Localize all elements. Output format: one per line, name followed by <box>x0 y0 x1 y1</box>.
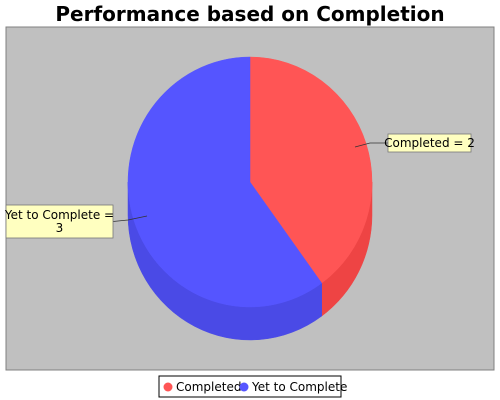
pie-group <box>127 56 373 341</box>
pie-slice-completed <box>249 56 373 284</box>
legend-label-yet-to-complete: Yet to Complete <box>251 380 347 394</box>
legend-label-completed: Completed <box>176 380 241 394</box>
legend-swatch-yet-to-complete <box>239 382 249 392</box>
legend-swatch-completed <box>163 382 173 392</box>
legend: Completed Yet to Complete <box>158 375 347 398</box>
slice-label-yet-to-complete-line-1: Yet to Complete = <box>4 208 114 222</box>
chart-title: Performance based on Completion <box>55 2 444 26</box>
slice-labels: Completed = 2 Yet to Complete =3 <box>4 133 475 239</box>
slice-label-completed: Completed = 2 <box>384 136 475 150</box>
legend-box <box>158 375 342 398</box>
pie-slice-yet-to-complete <box>127 56 323 308</box>
slice-label-yet-to-complete-line-2: 3 <box>56 221 64 235</box>
label-connector-completed <box>354 142 388 148</box>
label-connector-yet-to-complete <box>112 215 148 222</box>
slice-label-box-yet-to-complete <box>5 204 114 239</box>
slice-label-box-completed <box>387 133 472 153</box>
